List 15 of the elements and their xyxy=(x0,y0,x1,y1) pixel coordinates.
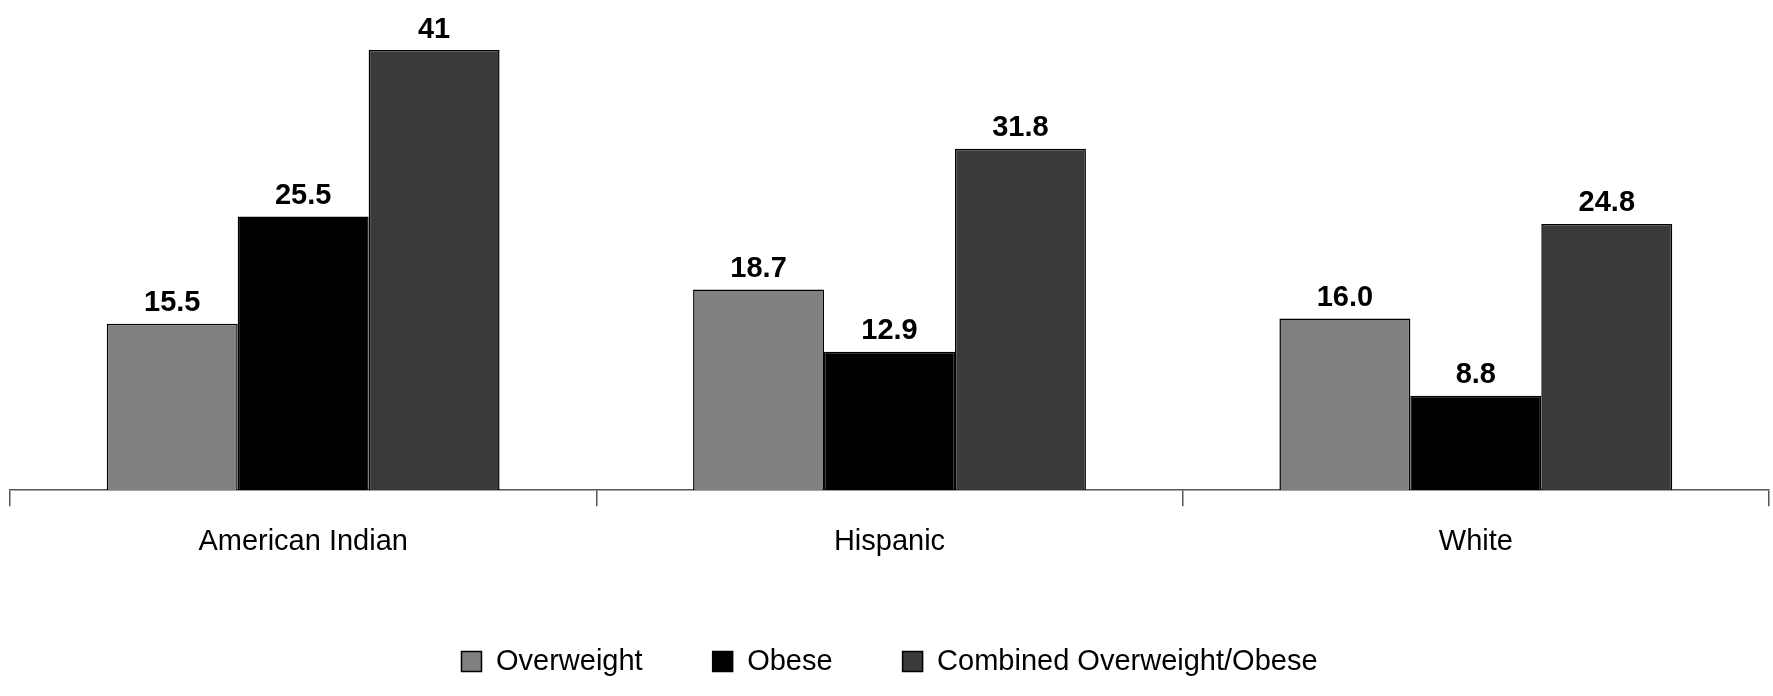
x-tick-label: Hispanic xyxy=(833,523,946,556)
legend-label: Obese xyxy=(747,643,833,676)
data-label: 25.5 xyxy=(274,177,332,210)
legend-label: Overweight xyxy=(495,643,643,676)
data-label: 12.9 xyxy=(861,313,918,346)
data-label: 41 xyxy=(417,11,451,44)
data-label: 16.0 xyxy=(1316,279,1374,312)
legend-label: Combined Overweight/Obese xyxy=(937,643,1318,676)
data-label: 15.5 xyxy=(143,285,201,318)
data-label: 24.8 xyxy=(1578,185,1636,218)
x-tick-label: White xyxy=(1438,523,1513,556)
data-label: 8.8 xyxy=(1455,357,1496,390)
data-label: 31.8 xyxy=(992,110,1049,143)
data-label: 18.7 xyxy=(730,250,787,283)
x-tick-label: American Indian xyxy=(198,523,408,556)
